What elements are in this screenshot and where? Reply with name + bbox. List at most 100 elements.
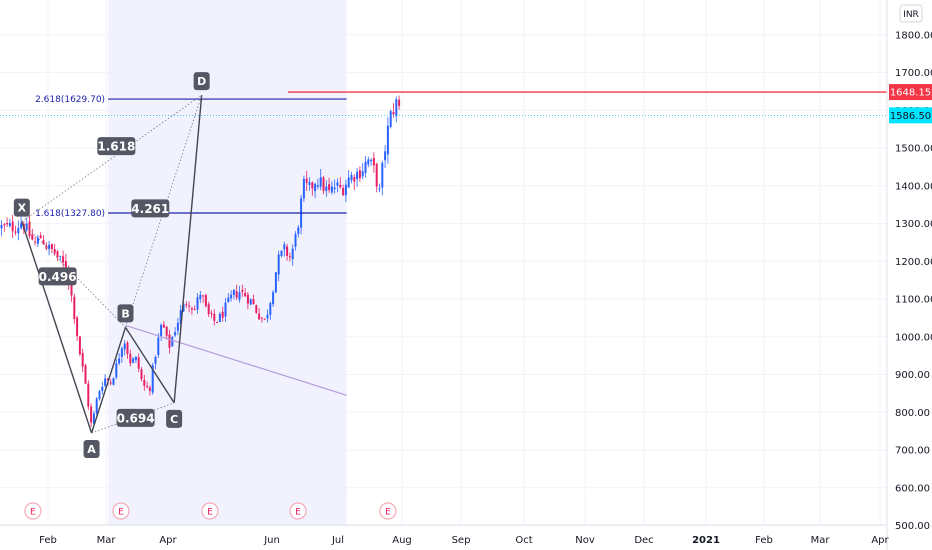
pattern-projection-zone (108, 0, 347, 525)
candle-body (81, 353, 84, 367)
candle-body (381, 162, 384, 188)
candle-body (249, 299, 252, 305)
candle-body (258, 313, 261, 320)
x-tick-label: Dec (634, 535, 653, 546)
y-tick-label: 700.00 (895, 446, 930, 457)
candle-body (179, 310, 182, 325)
candle-body (202, 295, 205, 297)
candle-body (64, 261, 67, 271)
candle-body (120, 348, 123, 357)
y-tick-label: 1700.00 (895, 68, 932, 79)
candle-body (204, 295, 207, 307)
candle-body (168, 334, 171, 348)
candle-body (230, 294, 233, 299)
candle-body (162, 324, 165, 328)
candle-body (39, 235, 42, 239)
candle-body (221, 311, 224, 318)
candle-body (216, 321, 219, 323)
earnings-event-marker (379, 502, 397, 520)
candle-body (78, 336, 81, 355)
time-axis[interactable]: Feb Mar Apr Jun Jul Aug Sep Oct Nov Dec 2021 Feb Mar… (0, 524, 890, 546)
candle-body (176, 322, 179, 331)
candle-body (361, 171, 364, 177)
candle-body (115, 363, 118, 378)
candle-body (42, 240, 45, 245)
trend-line (125, 324, 347, 396)
candle-body (154, 356, 157, 364)
ratio-connector (21, 94, 202, 222)
candle-body (392, 112, 395, 115)
candle-body (255, 305, 258, 313)
y-tick-label: 600.00 (895, 483, 930, 494)
earnings-event-label: E (385, 508, 391, 518)
candle-body (238, 292, 241, 300)
candle-body (59, 255, 62, 257)
price-badges: 1648.15 1586.50 (889, 84, 932, 124)
candle-body (213, 313, 216, 321)
candle-body (378, 188, 381, 190)
earnings-event-marker (289, 502, 307, 520)
candle-body (224, 302, 227, 317)
ratio-label: 4.261 (131, 202, 169, 216)
currency-badge[interactable]: INR (899, 4, 923, 23)
candle-body (316, 185, 319, 187)
x-tick-label: Mar (97, 535, 117, 546)
candle-body (101, 386, 104, 392)
candle-body (76, 317, 79, 337)
candle-body (375, 163, 378, 187)
y-tick-label: 500.00 (895, 521, 930, 532)
currency-label: INR (903, 10, 919, 20)
candle-body (188, 305, 191, 307)
ratio-connector (91, 402, 175, 434)
harmonic-pattern-overlay: 2.618(1629.70) 1.618(1327.80) 0.496 0.694 1.… (0, 72, 887, 459)
candle-body (118, 358, 121, 364)
candle-body (109, 382, 112, 384)
earnings-event-marker (112, 502, 130, 520)
earnings-event-label: E (118, 508, 124, 518)
candle-body (28, 221, 31, 237)
candle-body (210, 313, 213, 315)
x-tick-label: Feb (39, 535, 57, 546)
candle-body (14, 231, 17, 233)
candle-body (185, 304, 188, 306)
candle-body (36, 237, 39, 244)
candle-body (62, 256, 65, 263)
x-tick-label: 2021 (692, 535, 720, 546)
price-badge (889, 107, 932, 124)
candle-body (272, 292, 275, 305)
candle-body (146, 386, 149, 388)
ratio-label-box (97, 137, 136, 156)
earnings-event-marker (201, 502, 219, 520)
candle-body (372, 157, 375, 166)
candle-body (246, 294, 249, 304)
candle-body (140, 369, 143, 380)
pattern-point-box (117, 304, 134, 323)
candle-body (56, 251, 59, 258)
candle-body (84, 365, 87, 384)
earnings-event-label: E (207, 508, 213, 518)
candle-body (330, 186, 333, 193)
candle-body (174, 332, 177, 336)
candle-body (11, 221, 14, 232)
candle-body (193, 309, 196, 311)
candle-body (87, 383, 90, 407)
candle-body (386, 125, 389, 155)
earnings-event-label: E (30, 508, 36, 518)
candle-body (344, 184, 347, 196)
candle-body (244, 292, 247, 297)
candle-body (50, 243, 53, 250)
candle-body (0, 225, 3, 229)
candle-body (6, 223, 9, 225)
candle-body (8, 223, 11, 226)
candle-body (218, 313, 221, 323)
candle-body (134, 356, 137, 361)
candle-body (302, 178, 305, 199)
pattern-point-label: D (197, 75, 206, 88)
x-tick-label: Aug (392, 535, 412, 546)
x-tick-label: Oct (515, 535, 532, 546)
x-tick-label: Jul (331, 535, 344, 546)
candle-body (314, 183, 317, 192)
candle-body (342, 187, 345, 196)
